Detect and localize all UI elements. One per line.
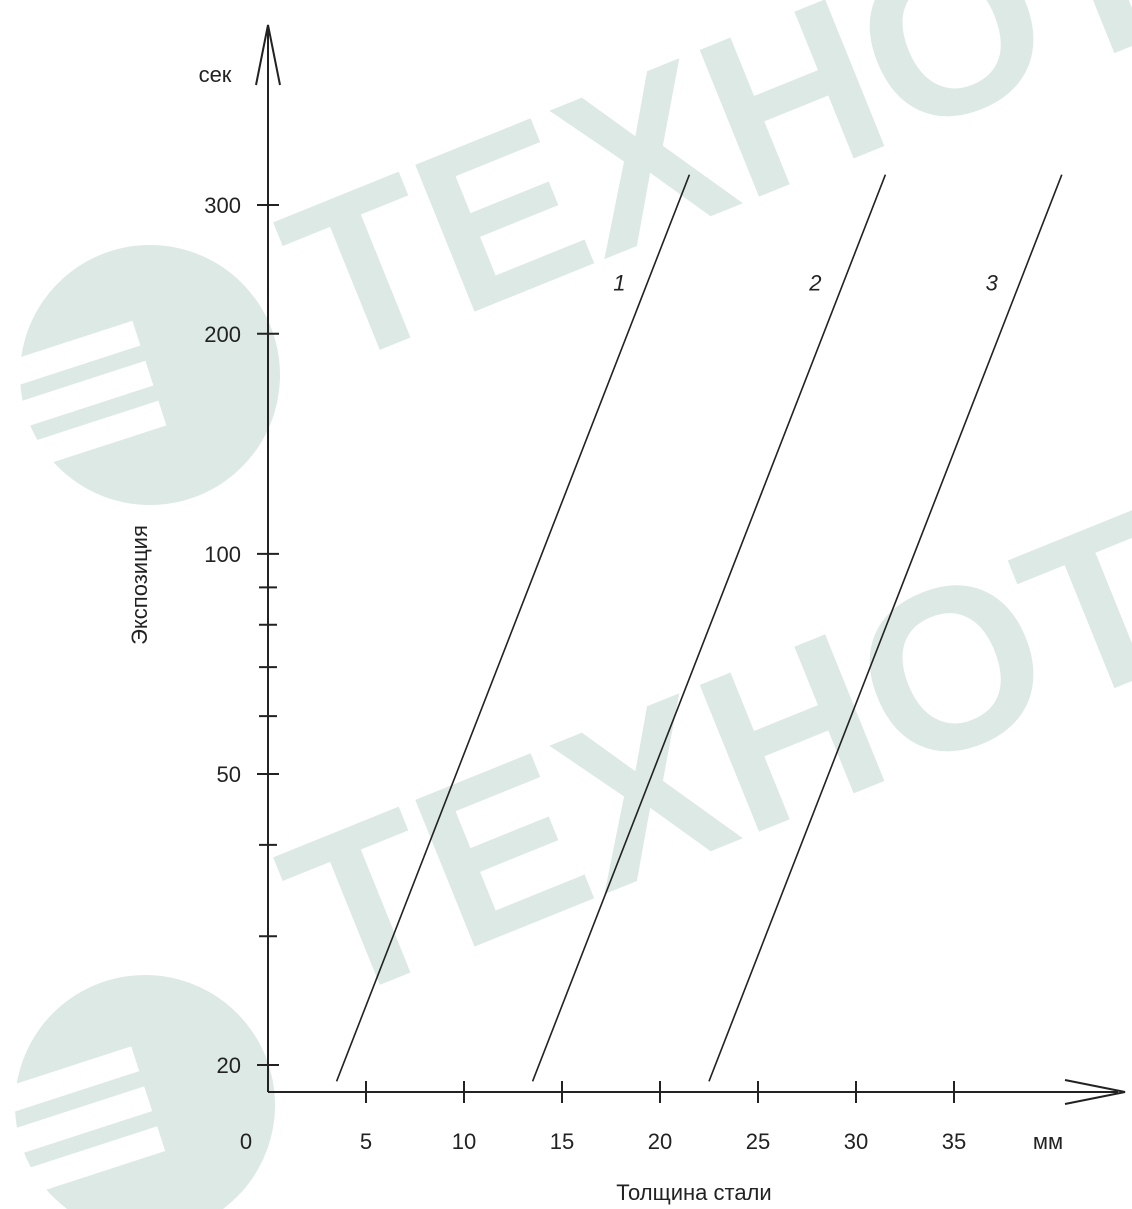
y-tick-label: 20 [217, 1053, 241, 1078]
watermark-text: TEXHOTE [252, 0, 1132, 415]
x-tick-label: 15 [550, 1129, 574, 1154]
x-tick-label: 25 [746, 1129, 770, 1154]
x-unit-label: мм [1033, 1129, 1063, 1154]
techno-logo-icon [0, 975, 275, 1209]
series-line-2 [531, 174, 887, 1082]
y-axis-label: Экспозиция [127, 525, 152, 645]
series-label: 2 [808, 271, 821, 296]
axes [255, 24, 1126, 1105]
x-tick-label: 5 [360, 1129, 372, 1154]
y-ticks: 20 50 100 200 300 [204, 193, 279, 1078]
x-tick-label: 35 [942, 1129, 966, 1154]
x-tick-label: 10 [452, 1129, 476, 1154]
origin-label: 0 [240, 1129, 252, 1154]
series-label: 1 [613, 271, 625, 296]
series-line-3 [708, 174, 1063, 1082]
series-line-1 [335, 174, 691, 1082]
x-ticks: 5 10 15 20 25 30 35 [360, 1081, 966, 1154]
x-axis-label: Толщина стали [616, 1180, 771, 1205]
y-tick-label: 100 [204, 542, 241, 567]
series-label: 3 [986, 271, 999, 296]
y-axis-arrow [255, 24, 281, 86]
watermark-text: TEXHOTE [252, 405, 1132, 1050]
x-tick-label: 30 [844, 1129, 868, 1154]
y-unit-label: сек [199, 62, 232, 87]
x-axis-arrow [1064, 1079, 1126, 1105]
y-tick-label: 50 [217, 762, 241, 787]
x-tick-label: 20 [648, 1129, 672, 1154]
series-lines: 1 2 3 [335, 174, 1063, 1082]
y-tick-label: 200 [204, 322, 241, 347]
y-tick-label: 300 [204, 193, 241, 218]
techno-logo-icon [0, 245, 280, 505]
